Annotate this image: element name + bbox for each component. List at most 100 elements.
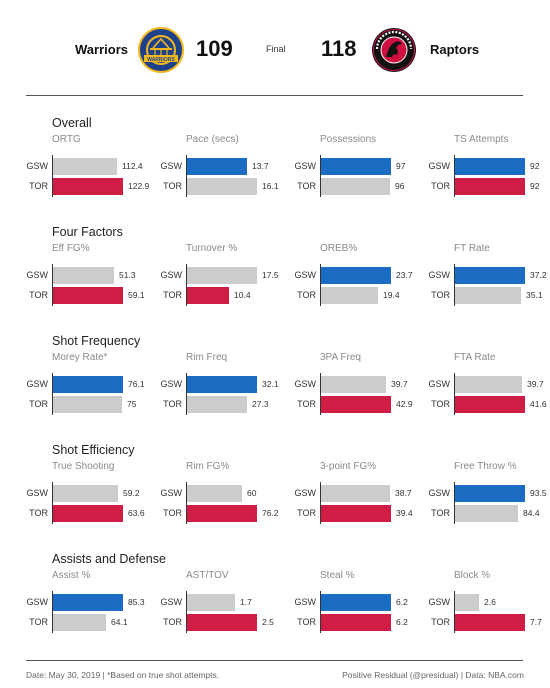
bar-gsw [187, 376, 257, 393]
metric-axis [454, 482, 455, 524]
metric-axis [454, 155, 455, 197]
value-label-tor: 96 [395, 181, 405, 191]
row-label-gsw: GSW [294, 270, 317, 280]
bar-tor [455, 396, 525, 413]
bar-tor [187, 178, 257, 195]
value-label-gsw: 32.1 [262, 379, 279, 389]
metric-axis [52, 155, 53, 197]
value-label-tor: 39.4 [396, 508, 413, 518]
value-label-gsw: 51.3 [119, 270, 136, 280]
metric-title: Rim Freq [186, 352, 228, 363]
row-label-tor: TOR [163, 508, 182, 518]
value-label-gsw: 17.5 [262, 270, 279, 280]
metric-axis [186, 482, 187, 524]
metric-title: Free Throw % [454, 461, 517, 472]
row-label-tor: TOR [163, 290, 182, 300]
bar-gsw [455, 594, 479, 611]
bar-gsw [455, 158, 525, 175]
metric-axis [454, 373, 455, 415]
value-label-tor: 6.2 [396, 617, 408, 627]
bar-gsw [53, 158, 117, 175]
metric-title: OREB% [320, 243, 358, 254]
row-label-tor: TOR [297, 290, 316, 300]
row-label-gsw: GSW [26, 597, 49, 607]
metric-axis [52, 373, 53, 415]
game-status: Final [266, 44, 286, 54]
metric-axis [186, 264, 187, 306]
row-label-tor: TOR [297, 399, 316, 409]
section-title: Shot Frequency [52, 334, 141, 348]
value-label-gsw: 6.2 [396, 597, 408, 607]
row-label-gsw: GSW [294, 379, 317, 389]
metric-title: Possessions [320, 134, 377, 145]
metric-axis [186, 155, 187, 197]
bar-tor [321, 178, 390, 195]
scoreboard-header: Warriors WARRIORS 109 Final 118 Raptors [0, 0, 550, 95]
value-label-gsw: 13.7 [252, 161, 269, 171]
value-label-gsw: 76.1 [128, 379, 145, 389]
home-team-name: Raptors [430, 42, 480, 57]
home-score: 118 [321, 36, 357, 61]
value-label-gsw: 93.5 [530, 488, 547, 498]
row-label-gsw: GSW [294, 161, 317, 171]
header-divider [26, 95, 523, 96]
value-label-tor: 10.4 [234, 290, 251, 300]
value-label-tor: 16.1 [262, 181, 279, 191]
metric-title: 3-point FG% [320, 461, 377, 472]
bar-tor [53, 287, 123, 304]
bar-gsw [321, 376, 386, 393]
row-label-gsw: GSW [294, 488, 317, 498]
value-label-gsw: 39.7 [391, 379, 408, 389]
bar-tor [187, 505, 257, 522]
footer-divider [26, 660, 523, 661]
row-label-tor: TOR [431, 508, 450, 518]
bar-gsw [321, 594, 391, 611]
bar-tor [187, 614, 257, 631]
section-title: Overall [52, 116, 92, 130]
value-label-tor: 2.5 [262, 617, 274, 627]
row-label-gsw: GSW [428, 597, 451, 607]
metric-title: ORTG [52, 134, 81, 145]
value-label-tor: 64.1 [111, 617, 128, 627]
row-label-tor: TOR [431, 399, 450, 409]
bar-tor [455, 178, 525, 195]
value-label-gsw: 92 [530, 161, 540, 171]
metric-axis [320, 264, 321, 306]
metric-axis [320, 373, 321, 415]
row-label-gsw: GSW [428, 161, 451, 171]
metric-title: Steal % [320, 570, 355, 581]
metric-axis [186, 373, 187, 415]
metric-axis [186, 591, 187, 633]
row-label-gsw: GSW [428, 379, 451, 389]
row-label-gsw: GSW [26, 379, 49, 389]
value-label-tor: 19.4 [383, 290, 400, 300]
metric-axis [52, 482, 53, 524]
row-label-tor: TOR [163, 617, 182, 627]
value-label-tor: 63.6 [128, 508, 145, 518]
metric-title: Pace (secs) [186, 134, 239, 145]
row-label-tor: TOR [29, 508, 48, 518]
metric-title: Assist % [52, 570, 91, 581]
value-label-tor: 7.7 [530, 617, 542, 627]
row-label-gsw: GSW [26, 270, 49, 280]
bar-tor [53, 178, 123, 195]
bar-gsw [455, 267, 525, 284]
metric-title: FTA Rate [454, 352, 496, 363]
metric-title: TS Attempts [454, 134, 509, 145]
value-label-tor: 92 [530, 181, 540, 191]
bar-tor [321, 505, 391, 522]
footer-note: Date: May 30, 2019 | *Based on true shot… [26, 670, 220, 680]
bar-gsw [53, 594, 123, 611]
value-label-gsw: 23.7 [396, 270, 413, 280]
value-label-tor: 122.9 [128, 181, 150, 191]
row-label-tor: TOR [163, 399, 182, 409]
bar-tor [455, 614, 525, 631]
value-label-gsw: 60 [247, 488, 257, 498]
row-label-gsw: GSW [160, 379, 183, 389]
value-label-tor: 35.1 [526, 290, 543, 300]
row-label-tor: TOR [297, 617, 316, 627]
value-label-gsw: 85.3 [128, 597, 145, 607]
row-label-gsw: GSW [160, 270, 183, 280]
section-title: Shot Efficiency [52, 443, 135, 457]
bar-gsw [53, 485, 118, 502]
